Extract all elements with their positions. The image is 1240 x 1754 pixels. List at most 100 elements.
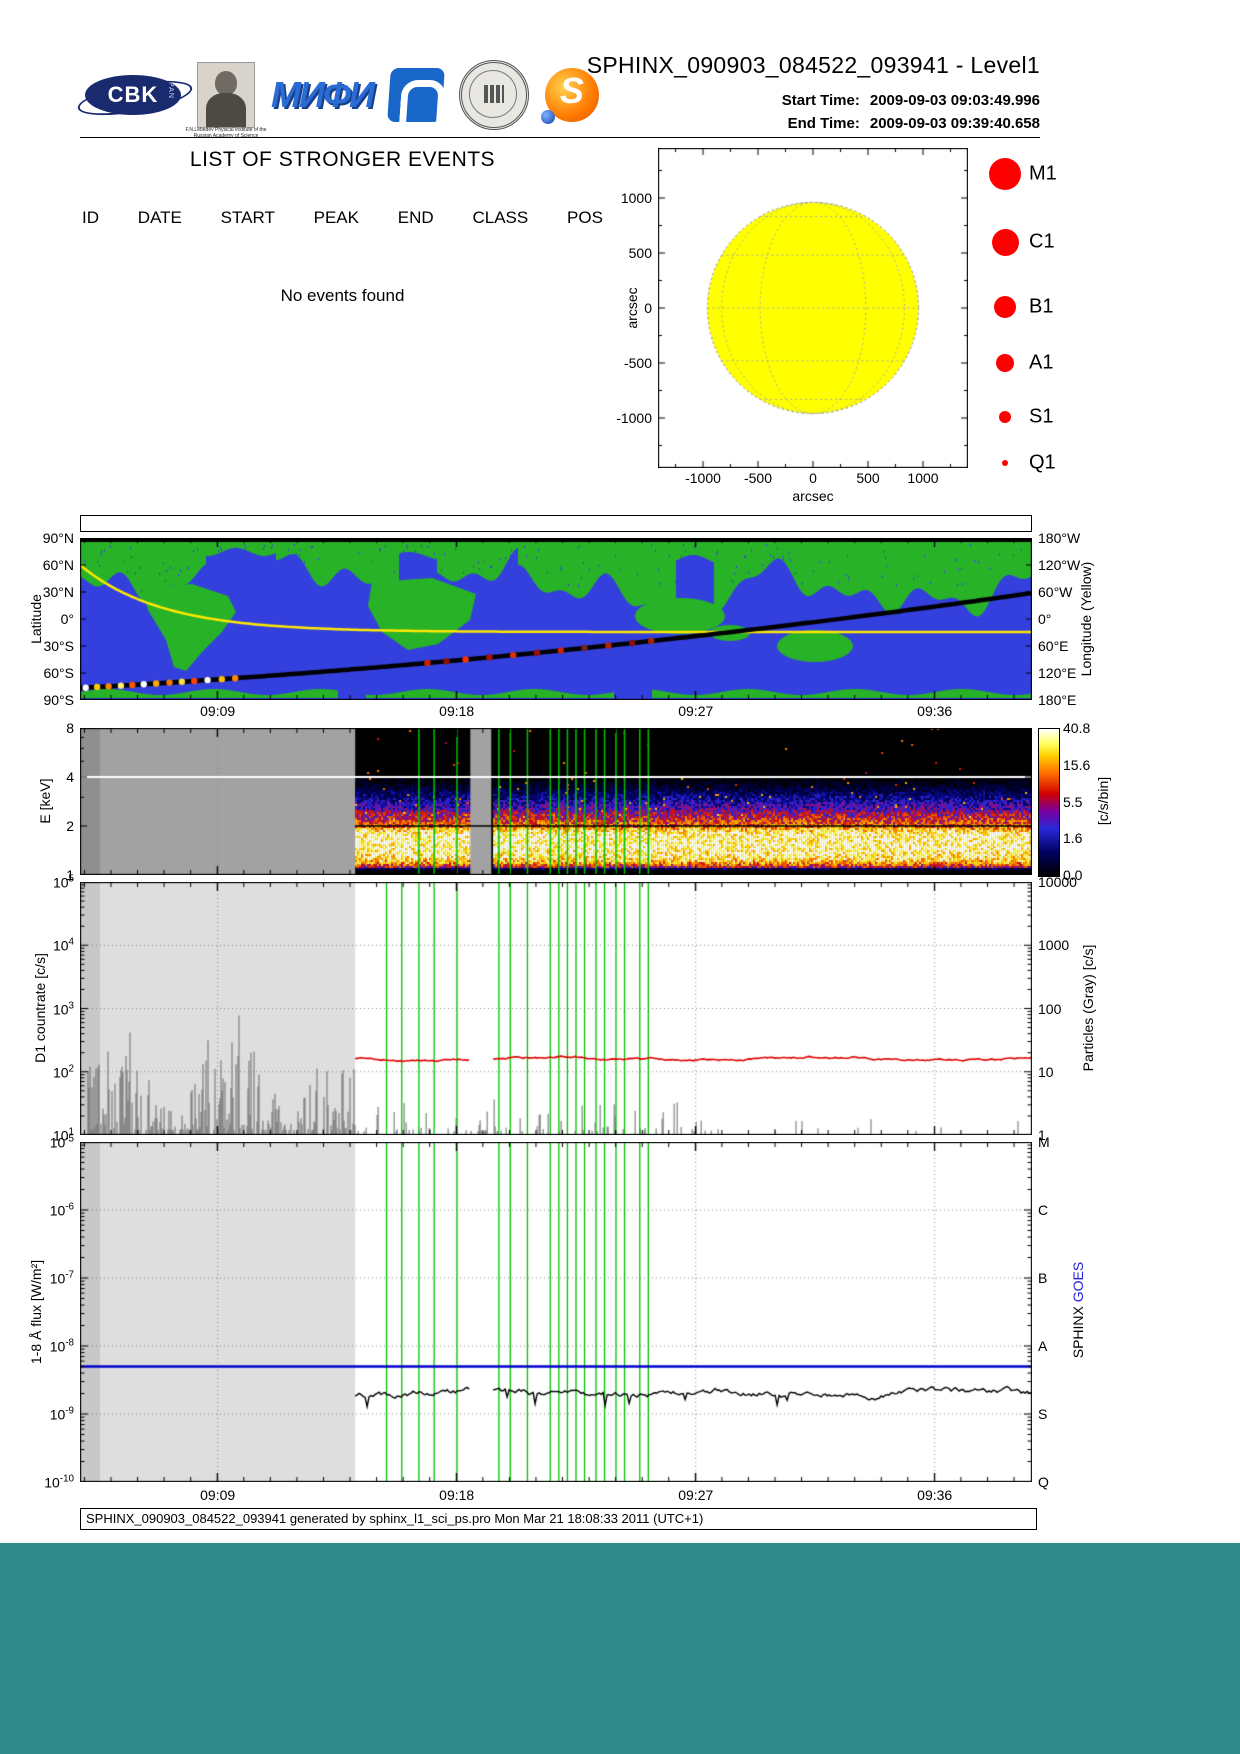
map-time-tick-09:36: 09:36 (917, 703, 953, 719)
flux-time-tick-09:18: 09:18 (439, 1487, 475, 1503)
colorbar-tick-0.0: 0.0 (1063, 867, 1083, 883)
university-seal-logo (458, 60, 529, 130)
spec-ytick-2: 2 (66, 818, 74, 834)
legend-label-Q1: Q1 (1029, 451, 1056, 474)
portrait-head (215, 71, 237, 95)
map-lon-tick-1: 120°W (1038, 557, 1081, 573)
pan-logo-text: PAN (167, 82, 174, 99)
sun-x-axis-title: arcsec (792, 488, 834, 504)
cbk-pan-logo: CBK PAN (75, 74, 195, 122)
events-column-peak: PEAK (313, 208, 359, 227)
end-time-value: 2009-09-03 09:39:40.658 (869, 115, 1040, 133)
spectrogram-canvas (80, 728, 1032, 875)
map-left-axis-title: Latitude (28, 594, 44, 644)
mephi-logo: МИФИ (271, 74, 375, 115)
sun-xtick-0: 0 (809, 470, 817, 486)
countrate-ytick-1: 104 (52, 936, 74, 954)
title-block: SPHINX_090903_084522_093941 - Level1 Sta… (587, 52, 1040, 136)
colorbar-title: [c/s/bin] (1095, 776, 1111, 826)
goes-class-S: S (1038, 1406, 1048, 1422)
countrate-ytick-2: 103 (52, 1000, 74, 1017)
ground-track-canvas (80, 538, 1032, 700)
map-lat-tick-3: 0° (60, 611, 74, 627)
goes-class-C: C (1038, 1202, 1049, 1218)
events-column-start: START (220, 208, 275, 227)
map-lat-tick-0: 90°N (42, 530, 74, 546)
countrate-ytick-4: 101 (52, 1126, 74, 1144)
flare-intervals-bar (80, 515, 1032, 532)
map-lon-tick-5: 120°E (1038, 665, 1077, 681)
events-column-class: CLASS (472, 208, 529, 227)
blue-arch-logo (387, 68, 446, 123)
sun-ytick-500: 500 (628, 245, 652, 261)
cbk-logo-text: CBK (107, 82, 159, 107)
goes-label: GOES (1070, 1261, 1086, 1303)
lebedev-caption: F.N.Lebedev Physical Institute of the Ru… (185, 127, 267, 139)
events-column-date: DATE (137, 208, 182, 227)
map-time-tick-09:18: 09:18 (439, 703, 475, 719)
goes-class-M: M (1038, 1134, 1050, 1150)
generation-footer: SPHINX_090903_084522_093941 generated by… (80, 1508, 1037, 1530)
particles-ytick-2: 100 (1038, 1000, 1062, 1017)
sphinx-label: SPHINX (1070, 1306, 1086, 1359)
events-column-pos: POS (567, 208, 603, 227)
goes-class-A: A (1038, 1338, 1048, 1354)
colorbar-tick-40.8: 40.8 (1063, 720, 1091, 736)
map-lon-tick-6: 180°E (1038, 692, 1077, 708)
sun-ytick-1000: 1000 (620, 190, 652, 206)
legend-label-A1: A1 (1029, 351, 1054, 374)
sun-ytick--500: -500 (623, 355, 652, 371)
map-lon-tick-4: 60°E (1038, 638, 1069, 654)
page-title: SPHINX_090903_084522_093941 - Level1 (586, 52, 1040, 78)
legend-circle-A1 (996, 354, 1014, 372)
earth-icon (540, 110, 555, 124)
end-time-label: End Time: (787, 115, 860, 133)
legend-label-M1: M1 (1029, 162, 1057, 185)
map-lat-tick-4: 30°S (43, 638, 74, 654)
flux-ytick-2: 10-7 (49, 1269, 74, 1287)
flare-class-legend: M1 C1 B1 A1 S1 Q1 (985, 148, 1125, 478)
spec-ytick-1: 1 (66, 867, 74, 883)
map-lon-tick-3: 0° (1038, 611, 1052, 627)
sun-xtick-500: 500 (856, 470, 880, 486)
flux-ytick-4: 10-9 (49, 1405, 74, 1423)
legend-circle-M1 (989, 158, 1021, 190)
portrait-body (206, 93, 246, 127)
map-lat-tick-5: 60°S (43, 665, 74, 681)
map-lat-tick-2: 30°N (42, 584, 74, 600)
map-time-tick-09:27: 09:27 (678, 703, 714, 719)
map-right-axis-title: Longitude (Yellow) (1078, 561, 1094, 677)
sun-ytick-0: 0 (644, 300, 652, 316)
flux-ytick-1: 10-6 (49, 1201, 74, 1219)
colorbar-tick-1.6: 1.6 (1063, 830, 1083, 847)
viewer-background (0, 1543, 1240, 1754)
seal-inner-ring (468, 70, 517, 118)
flux-ytick-0: 10-5 (49, 1133, 74, 1151)
flux-ytick-3: 10-8 (49, 1337, 74, 1355)
sphinx-goes-axis-title: SPHINX GOES (1070, 1262, 1086, 1358)
events-section: LIST OF STRONGER EVENTS ID DATE START PEAK E… (80, 148, 605, 306)
flux-time-tick-09:36: 09:36 (917, 1487, 953, 1503)
countrate-y-title: D1 countrate [c/s] (32, 953, 48, 1063)
events-column-id: ID (82, 208, 99, 227)
map-lat-tick-6: 90°S (43, 692, 74, 708)
countrate-canvas (80, 882, 1032, 1135)
sun-s-glyph: S (559, 70, 584, 111)
countrate-ytick-0: 105 (52, 873, 74, 891)
colorbar-tick-5.5: 5.5 (1063, 793, 1083, 810)
map-lon-tick-2: 60°W (1038, 584, 1073, 600)
goes-class-Q: Q (1038, 1474, 1049, 1490)
flux-time-tick-09:27: 09:27 (678, 1487, 714, 1503)
colorbar-tick-15.6: 15.6 (1063, 756, 1091, 773)
spectrogram-y-title: E [keV] (37, 778, 53, 824)
sun-xtick-1000: 1000 (907, 470, 939, 486)
sun-xtick--500: -500 (743, 470, 773, 486)
flux-y-title: 1-8 Å flux [W/m²] (28, 1259, 44, 1365)
flux-canvas (80, 1142, 1032, 1482)
events-column-end: END (397, 208, 434, 227)
map-lat-tick-1: 60°N (42, 557, 74, 573)
sun-xtick--1000: -1000 (685, 470, 721, 486)
lebedev-institute-logo: F.N.Lebedev Physical Institute of the Ru… (186, 62, 266, 139)
events-title: LIST OF STRONGER EVENTS (189, 148, 496, 171)
events-columns: ID DATE START PEAK END CLASS POS (80, 208, 605, 228)
